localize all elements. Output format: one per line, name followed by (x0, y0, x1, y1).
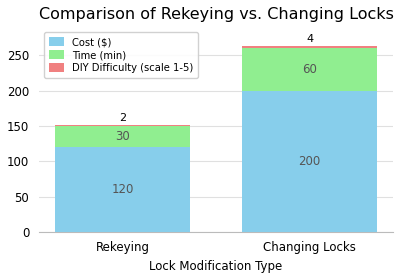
Text: 60: 60 (302, 63, 317, 76)
Bar (242, 46, 377, 48)
Title: Comparison of Rekeying vs. Changing Locks: Comparison of Rekeying vs. Changing Lock… (38, 7, 394, 22)
Text: 30: 30 (115, 130, 130, 143)
Legend: Cost ($), Time (min), DIY Difficulty (scale 1-5): Cost ($), Time (min), DIY Difficulty (sc… (44, 32, 198, 78)
Text: 120: 120 (111, 183, 134, 196)
Bar (55, 126, 190, 147)
Text: 200: 200 (298, 155, 321, 168)
Bar (55, 125, 190, 126)
Bar (242, 48, 377, 91)
Bar (242, 91, 377, 232)
Text: 2: 2 (119, 113, 126, 123)
X-axis label: Lock Modification Type: Lock Modification Type (149, 260, 283, 273)
Text: 4: 4 (306, 34, 313, 44)
Bar (55, 147, 190, 232)
